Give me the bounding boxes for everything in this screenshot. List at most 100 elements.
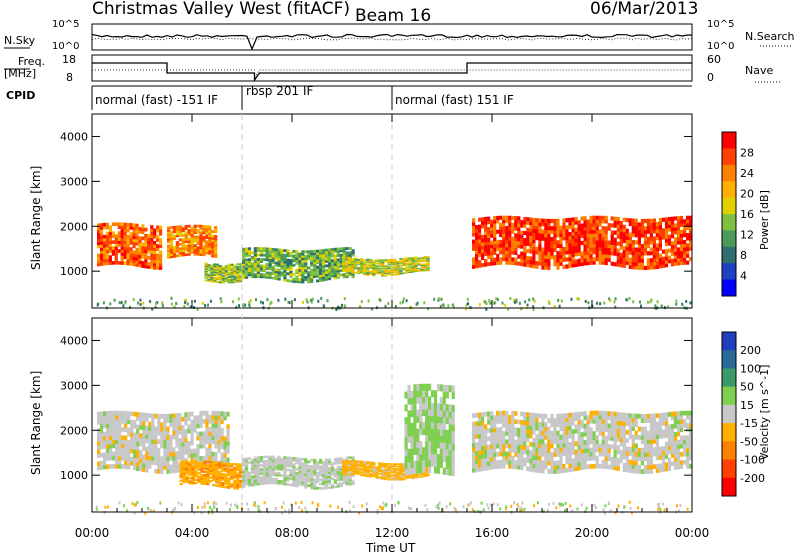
echo-cell xyxy=(292,459,296,462)
echo-cell xyxy=(102,249,107,254)
echo-cell xyxy=(664,235,669,240)
echo-cell xyxy=(105,234,110,239)
echo-cell xyxy=(196,419,200,425)
echo-cell xyxy=(220,436,224,441)
echo-cell xyxy=(493,226,497,231)
echo-cell xyxy=(550,236,554,242)
echo-cell xyxy=(216,263,220,266)
echo-cell xyxy=(481,458,485,463)
echo-cell xyxy=(667,259,672,264)
echo-cell xyxy=(431,440,435,448)
echo-cell xyxy=(475,235,479,240)
echo-cell xyxy=(205,423,209,428)
echo-cell xyxy=(577,432,581,438)
echo-cell xyxy=(233,268,237,271)
echo-cell xyxy=(144,243,148,247)
echo-cell xyxy=(574,462,578,467)
echo-cell xyxy=(133,457,137,462)
echo-cell xyxy=(667,255,672,260)
echo-cell xyxy=(327,250,332,254)
echo-cell xyxy=(319,253,323,257)
echo-cell xyxy=(160,456,164,462)
echo-cell xyxy=(433,396,438,404)
echo-cell xyxy=(112,427,116,432)
echo-cell xyxy=(135,257,139,261)
echo-cell xyxy=(348,259,352,261)
echo-cell xyxy=(221,462,225,465)
echo-cell xyxy=(601,423,605,428)
echo-cell xyxy=(202,431,206,436)
echo-cell xyxy=(604,219,608,224)
echo-cell xyxy=(514,216,518,221)
echo-cell xyxy=(163,418,167,423)
echo-cell xyxy=(422,428,426,436)
echo-cell xyxy=(523,245,527,250)
echo-cell xyxy=(496,451,500,457)
echo-cell xyxy=(586,257,590,262)
echo-cell xyxy=(274,457,278,461)
echo-cell xyxy=(393,475,397,478)
echo-cell xyxy=(223,448,227,454)
echo-cell xyxy=(274,481,278,485)
echo-cell xyxy=(324,462,329,466)
echo-cell xyxy=(496,215,500,220)
echo-cell xyxy=(330,263,334,267)
echo-cell xyxy=(233,281,237,283)
echo-cell xyxy=(616,461,620,467)
echo-cell xyxy=(442,410,446,418)
echo-cell xyxy=(187,229,191,232)
echo-cell xyxy=(607,226,611,231)
echo-cell xyxy=(109,423,113,428)
echo-cell xyxy=(399,466,403,469)
echo-cell xyxy=(121,414,125,420)
ground-scatter-cell xyxy=(242,303,245,307)
echo-cell xyxy=(327,473,332,477)
echo-cell xyxy=(416,415,420,423)
echo-cell xyxy=(199,253,203,256)
echo-cell xyxy=(562,442,566,448)
echo-cell xyxy=(215,474,219,477)
nave-tick-top: 60 xyxy=(707,53,721,66)
echo-cell xyxy=(218,273,223,276)
echo-cell xyxy=(132,229,136,233)
echo-cell xyxy=(339,484,343,487)
echo-cell xyxy=(250,461,255,464)
echo-cell xyxy=(295,259,299,263)
echo-cell xyxy=(283,249,287,253)
echo-cell xyxy=(535,221,539,226)
echo-cell xyxy=(496,410,500,416)
echo-cell xyxy=(213,268,217,271)
echo-cell xyxy=(138,263,142,268)
echo-cell xyxy=(628,430,632,435)
echo-cell xyxy=(416,441,420,449)
echo-cell xyxy=(586,427,590,433)
echo-cell xyxy=(200,462,204,465)
echo-cell xyxy=(193,224,197,228)
echo-cell xyxy=(351,253,355,257)
echo-cell xyxy=(475,446,479,452)
echo-cell xyxy=(589,260,593,265)
echo-cell xyxy=(378,463,382,466)
echo-cell xyxy=(129,253,133,257)
echo-cell xyxy=(393,271,397,274)
echo-cell xyxy=(236,465,240,468)
echo-cell xyxy=(259,264,263,268)
echo-cell xyxy=(502,451,506,457)
echo-cell xyxy=(393,259,397,262)
echo-cell xyxy=(210,273,214,276)
echo-cell xyxy=(316,474,320,477)
echo-cell xyxy=(154,451,158,457)
echo-cell xyxy=(106,464,110,470)
echo-cell xyxy=(345,475,349,478)
echo-cell xyxy=(313,478,317,481)
echo-cell xyxy=(342,256,346,259)
echo-cell xyxy=(197,472,201,475)
echo-cell xyxy=(387,478,391,481)
echo-cell xyxy=(523,461,527,467)
echo-cell xyxy=(448,436,452,444)
echo-cell xyxy=(105,237,110,242)
echo-cell xyxy=(319,478,323,482)
echo-cell xyxy=(250,264,255,268)
echo-cell xyxy=(142,421,146,426)
echo-cell xyxy=(144,233,148,238)
